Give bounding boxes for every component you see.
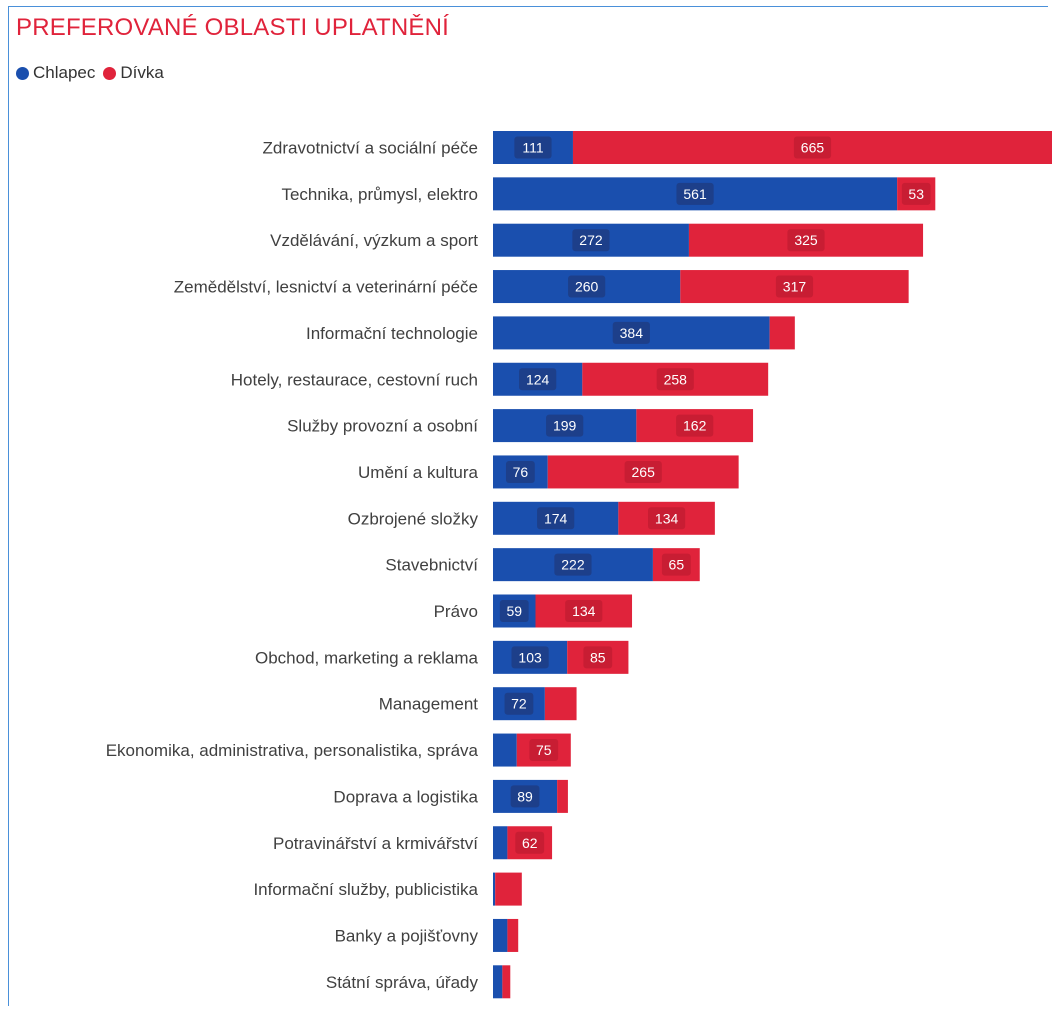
data-label-bg [656, 368, 694, 391]
data-label: 260 [575, 279, 599, 295]
data-label-bg [787, 229, 825, 252]
bar-chlapec [493, 826, 508, 860]
legend-label-divka: Dívka [120, 63, 164, 82]
data-label-bg [499, 600, 529, 622]
data-label: 59 [506, 603, 522, 619]
data-label: 85 [590, 649, 606, 665]
data-label-bg [505, 460, 535, 483]
data-label: 76 [513, 464, 529, 480]
category-label: Zemědělství, lesnictví a veterinární péč… [174, 278, 478, 297]
category-label: Stavebnictví [385, 556, 478, 575]
data-label: 72 [511, 696, 527, 712]
category-label: Zdravotnictví a sociální péče [263, 139, 478, 158]
data-label-bg [565, 600, 603, 622]
data-label: 89 [517, 788, 533, 804]
data-label-bg [676, 182, 714, 205]
category-label: Ekonomika, administrativa, personalistik… [106, 741, 479, 760]
data-label: 384 [620, 325, 644, 341]
data-label-bg [514, 136, 552, 159]
data-label: 103 [518, 649, 542, 665]
category-label: Management [379, 695, 479, 714]
data-label: 258 [664, 371, 688, 387]
data-label: 265 [632, 464, 656, 480]
legend-dot-chlapec [16, 66, 29, 80]
data-label: 222 [561, 557, 585, 573]
bar-chlapec [493, 965, 503, 999]
chart-frame [8, 6, 1048, 1006]
data-label-bg [583, 646, 613, 669]
data-label-bg [648, 507, 686, 530]
data-label-bg [504, 692, 534, 715]
category-label: Vzdělávání, výzkum a sport [270, 231, 478, 250]
data-label: 65 [669, 557, 685, 573]
data-label: 174 [544, 510, 568, 526]
data-label-bg [510, 785, 540, 808]
category-label: Technika, průmysl, elektro [281, 185, 478, 204]
bar-divka [495, 872, 522, 906]
category-label: Potravinářství a krmivářství [273, 834, 478, 853]
legend-label-chlapec: Chlapec [33, 63, 96, 82]
data-label: 53 [908, 186, 924, 202]
data-label: 325 [794, 232, 818, 248]
data-label-bg [537, 507, 575, 530]
category-label: Doprava a logistika [333, 787, 478, 806]
category-label: Služby provozní a osobní [287, 417, 478, 436]
data-label: 561 [683, 186, 707, 202]
bar-chlapec [493, 872, 496, 906]
category-label: Banky a pojišťovny [335, 926, 479, 945]
data-label-bg [529, 739, 559, 762]
bar-divka [769, 316, 795, 350]
data-label-bg [624, 460, 662, 483]
category-label: Obchod, marketing a reklama [255, 648, 479, 667]
legend-dot-divka [103, 66, 117, 80]
legend-item-chlapec[interactable]: Chlapec [16, 63, 95, 83]
bar-divka [557, 779, 568, 813]
data-label: 199 [553, 418, 577, 434]
category-label: Umění a kultura [358, 463, 479, 482]
legend-item-divka[interactable]: Dívka [103, 63, 164, 83]
data-label: 162 [683, 418, 707, 434]
data-label-bg [901, 182, 931, 205]
bar-chlapec [493, 918, 508, 952]
bar-divka [502, 965, 511, 999]
bar-divka [507, 918, 519, 952]
category-label: Ozbrojené složky [348, 509, 479, 528]
data-label: 111 [522, 140, 543, 156]
category-label: Hotely, restaurace, cestovní ruch [231, 370, 478, 389]
data-label: 665 [801, 140, 825, 156]
data-label-bg [793, 136, 832, 159]
bar-chlapec [493, 733, 517, 767]
data-label-bg [676, 414, 714, 437]
bar-divka [544, 687, 577, 721]
data-label: 317 [783, 279, 807, 295]
data-label-bg [511, 646, 549, 669]
data-label-bg [572, 229, 610, 252]
data-label: 134 [655, 510, 679, 526]
data-label-bg [661, 553, 691, 576]
chart-title: PREFEROVANÉ OBLASTI UPLATNĚNÍ [16, 14, 450, 41]
category-label: Státní správa, úřady [326, 973, 479, 992]
data-label: 124 [526, 371, 550, 387]
data-label-bg [546, 414, 584, 437]
data-label-bg [775, 275, 814, 298]
data-label-bg [554, 553, 592, 576]
category-label: Informační technologie [306, 324, 478, 343]
category-label: Právo [434, 602, 478, 621]
legend: Chlapec Dívka [16, 63, 172, 83]
data-label-bg [519, 368, 557, 391]
category-label: Informační služby, publicistika [253, 880, 478, 899]
data-label: 62 [522, 835, 538, 851]
data-label-bg [515, 831, 545, 854]
data-label-bg [568, 275, 606, 298]
data-label: 134 [572, 603, 596, 619]
data-label: 75 [536, 742, 552, 758]
data-label: 272 [579, 232, 603, 248]
data-label-bg [612, 321, 650, 344]
